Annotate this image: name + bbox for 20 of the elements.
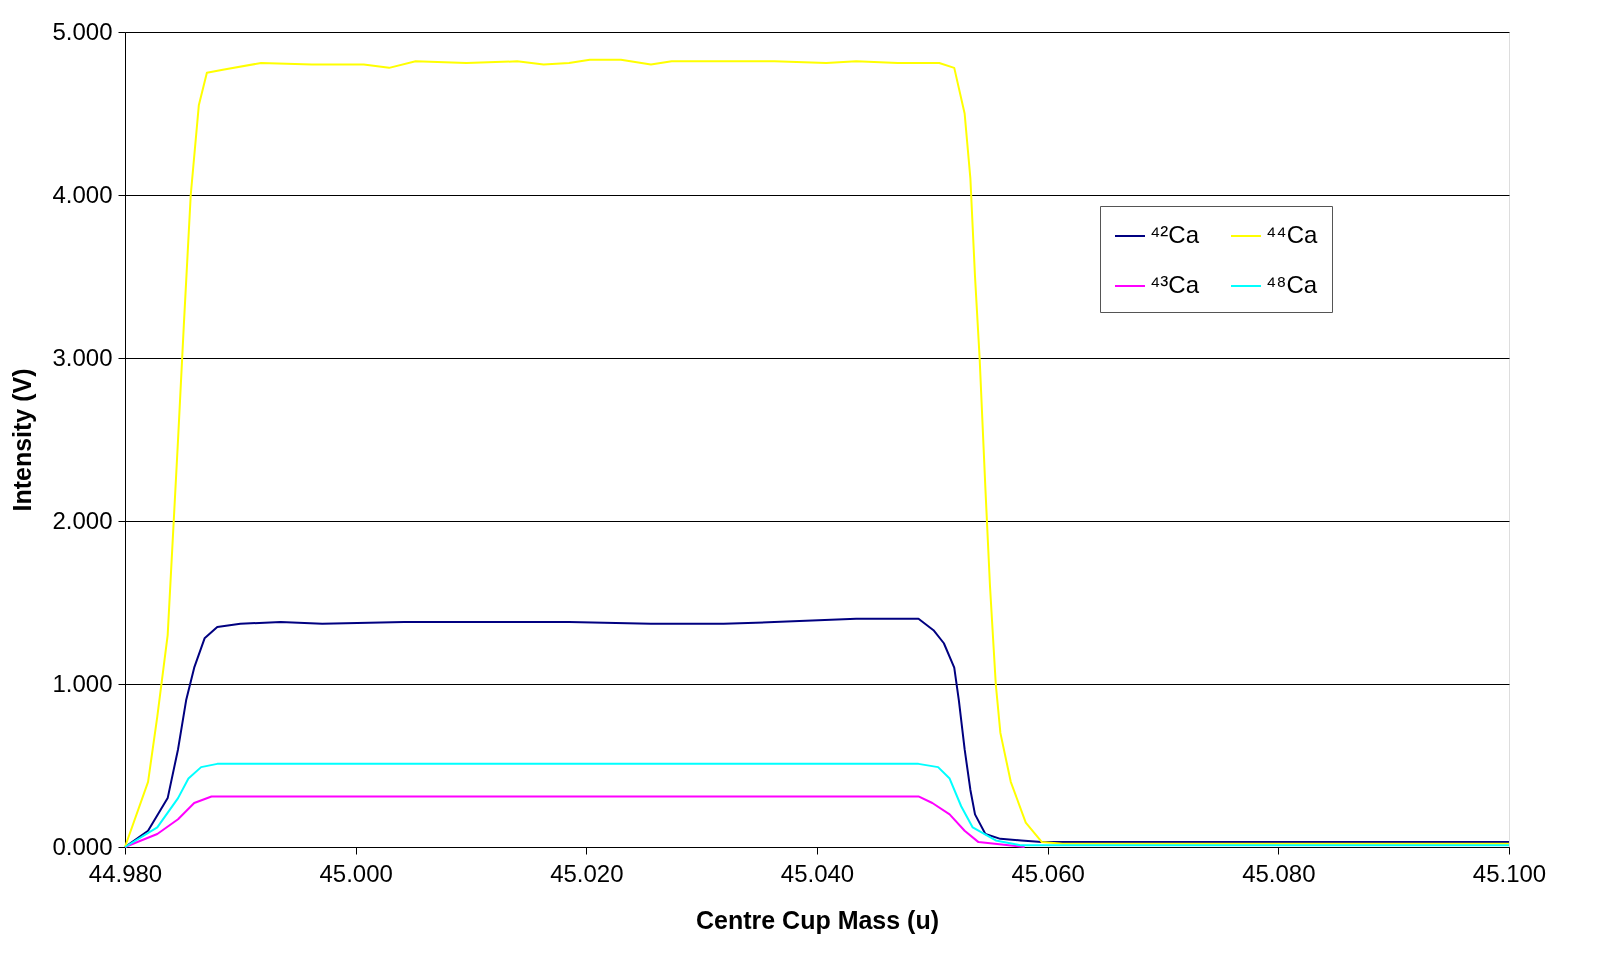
legend-label: ⁴³Ca: [1150, 271, 1200, 298]
legend-label: ⁴⁴Ca: [1266, 221, 1318, 248]
x-axis-title: Centre Cup Mass (u): [695, 905, 940, 934]
y-tick-label: 2.000: [52, 506, 113, 534]
x-tick-label: 45.040: [780, 859, 855, 887]
y-tick-label: 3.000: [52, 343, 113, 371]
x-tick-label: 45.080: [1242, 859, 1316, 887]
y-tick-label: 5.000: [52, 17, 113, 45]
y-tick-label: 1.000: [52, 669, 113, 697]
y-axis-title: Intensity (V): [8, 368, 37, 512]
legend-label: ⁴⁸Ca: [1266, 271, 1318, 298]
x-tick-label: 44.980: [88, 859, 163, 887]
x-tick-label: 45.100: [1472, 859, 1547, 887]
line-series: [124, 762, 1510, 848]
x-tick-label: 45.020: [550, 859, 624, 887]
y-tick-label: 4.000: [52, 180, 113, 208]
x-tick-label: 45.060: [1011, 859, 1085, 887]
legend-label: ⁴²Ca: [1150, 221, 1200, 248]
y-tick-label: 0.000: [52, 832, 113, 860]
x-tick-label: 45.000: [319, 859, 393, 887]
